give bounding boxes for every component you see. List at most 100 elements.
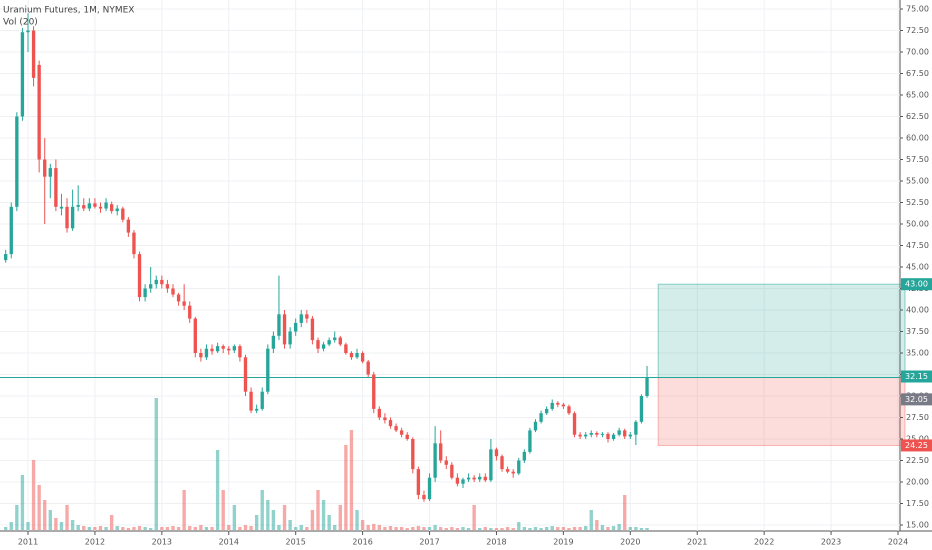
x-tick-label: 2014 bbox=[219, 538, 239, 547]
volume-bar bbox=[43, 500, 47, 530]
volume-bar bbox=[48, 510, 52, 530]
candle-body bbox=[282, 314, 287, 345]
candle-body bbox=[288, 331, 292, 345]
y-tick-label: 37.50 bbox=[906, 327, 929, 336]
volume-bar bbox=[271, 510, 276, 530]
candle-body bbox=[126, 219, 131, 233]
y-tick-label: 55.00 bbox=[906, 177, 929, 186]
price-label: 32.15 bbox=[905, 372, 928, 381]
y-tick-label: 70.00 bbox=[906, 48, 929, 57]
x-tick-label: 2011 bbox=[18, 538, 38, 547]
volume-bar bbox=[232, 505, 237, 530]
volume-bar bbox=[305, 527, 309, 530]
volume-bar bbox=[394, 527, 398, 530]
candle-body bbox=[93, 203, 97, 207]
volume-bar bbox=[578, 527, 582, 530]
y-tick-label: 25.00 bbox=[906, 435, 929, 444]
volume-bar bbox=[37, 485, 41, 530]
candle-body bbox=[572, 413, 577, 435]
price-label: 43.00 bbox=[905, 280, 928, 289]
y-tick-label: 65.00 bbox=[906, 91, 929, 100]
volume-bar bbox=[478, 528, 482, 530]
volume-bar bbox=[544, 527, 549, 530]
candle-body bbox=[539, 413, 543, 422]
volume-bar bbox=[282, 505, 287, 530]
volume-bar bbox=[589, 510, 593, 530]
candle-body bbox=[338, 337, 342, 345]
volume-bar bbox=[606, 527, 610, 530]
volume-bar bbox=[455, 528, 460, 530]
candle-body bbox=[115, 208, 119, 212]
candle-body bbox=[310, 318, 315, 341]
x-tick-label: 2019 bbox=[553, 538, 573, 547]
y-tick-label: 67.50 bbox=[906, 69, 929, 78]
candle-body bbox=[483, 476, 487, 481]
candle-body bbox=[349, 353, 354, 358]
volume-bar bbox=[383, 527, 387, 530]
candle-body bbox=[277, 314, 281, 336]
volume-bar bbox=[137, 526, 142, 530]
volume-bar bbox=[316, 490, 320, 530]
candle-body bbox=[232, 346, 237, 351]
candle-body bbox=[171, 288, 175, 295]
candle-body bbox=[271, 335, 276, 349]
volume-bar bbox=[617, 524, 621, 530]
volume-bar bbox=[310, 510, 315, 530]
volume-bar bbox=[109, 515, 114, 530]
volume-bar bbox=[126, 528, 131, 530]
volume-bar bbox=[472, 505, 476, 530]
y-tick-label: 47.50 bbox=[906, 241, 929, 250]
candle-body bbox=[98, 206, 103, 209]
volume-bar bbox=[517, 522, 521, 530]
volume-bar bbox=[227, 525, 231, 530]
candle-body bbox=[450, 464, 454, 478]
y-tick-label: 22.50 bbox=[906, 456, 929, 465]
volume-bar bbox=[160, 527, 164, 530]
volume-bar bbox=[600, 525, 605, 530]
candle-body bbox=[388, 420, 393, 427]
x-tick-label: 2023 bbox=[821, 538, 841, 547]
x-tick-label: 2015 bbox=[286, 538, 306, 547]
candle-body bbox=[500, 456, 504, 470]
y-tick-label: 57.50 bbox=[906, 155, 929, 164]
volume-bar bbox=[611, 526, 616, 530]
volume-bar bbox=[533, 527, 538, 530]
candle-body bbox=[422, 494, 426, 500]
volume-bar bbox=[98, 526, 103, 530]
candle-body bbox=[316, 340, 320, 349]
candle-body bbox=[215, 346, 220, 352]
volume-bar bbox=[260, 490, 264, 530]
volume-bar bbox=[405, 528, 409, 530]
candle-body bbox=[411, 439, 415, 470]
volume-bar bbox=[427, 527, 432, 530]
candle-body bbox=[511, 471, 515, 474]
volume-bar bbox=[634, 527, 638, 530]
candle-body bbox=[522, 451, 527, 461]
candle-body bbox=[472, 477, 476, 480]
candle-body bbox=[394, 426, 398, 431]
candle-body bbox=[182, 301, 186, 306]
volume-bar bbox=[439, 527, 443, 530]
candle-body bbox=[165, 284, 170, 289]
y-tick-label: 50.00 bbox=[906, 220, 929, 229]
volume-bar bbox=[645, 528, 649, 530]
candle-body bbox=[399, 430, 404, 435]
y-tick-label: 15.00 bbox=[906, 521, 929, 530]
volume-bar bbox=[249, 526, 253, 530]
candle-body bbox=[59, 206, 64, 209]
volume-bar bbox=[422, 527, 426, 530]
candle-body bbox=[4, 254, 8, 261]
candle-body bbox=[193, 318, 197, 353]
y-tick-label: 75.00 bbox=[906, 5, 929, 14]
candle-body bbox=[606, 433, 610, 439]
volume-bar bbox=[70, 520, 75, 530]
volume-bar bbox=[321, 500, 326, 530]
volume-bar bbox=[221, 490, 225, 530]
x-tick-label: 2017 bbox=[419, 538, 439, 547]
price-label-bg bbox=[901, 278, 932, 291]
candle-body bbox=[505, 469, 510, 472]
candle-body bbox=[204, 348, 209, 358]
candle-body bbox=[494, 449, 499, 457]
volume-bar bbox=[20, 475, 25, 530]
